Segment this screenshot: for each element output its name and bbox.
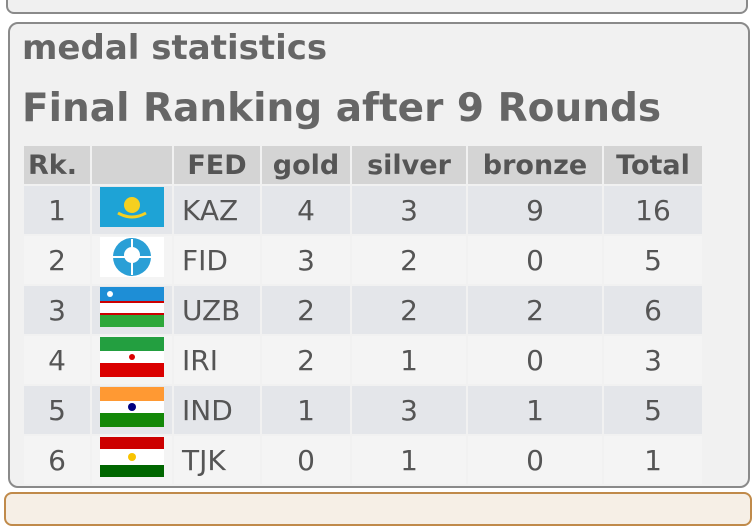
cell: 2 (262, 336, 350, 384)
cell: 0 (468, 236, 602, 284)
panel-title: medal statistics (22, 28, 328, 68)
cell: 1 (468, 386, 602, 434)
cell: 6 (604, 286, 702, 334)
cell: 0 (468, 436, 602, 484)
column-header: Rk. (24, 146, 90, 184)
header-row: Rk. FED gold silver bronze Total (24, 146, 702, 184)
flag-cell (92, 436, 172, 484)
flag (100, 286, 164, 327)
cell: 5 (604, 386, 702, 434)
previous-panel (6, 0, 748, 14)
cell: 1 (262, 386, 350, 434)
column-header: silver (352, 146, 466, 184)
flag (100, 386, 164, 427)
cell: FID (174, 236, 260, 284)
table-row: 5 IND 1 3 1 5 (24, 386, 702, 434)
flag-cell (92, 286, 172, 334)
column-header: bronze (468, 146, 602, 184)
flag-cell (92, 386, 172, 434)
cell: 3 (604, 336, 702, 384)
cell: 2 (24, 236, 90, 284)
cell: 2 (262, 286, 350, 334)
next-panel (4, 492, 752, 526)
cell: 16 (604, 186, 702, 234)
cell: 1 (24, 186, 90, 234)
flag (100, 236, 164, 277)
cell: 3 (262, 236, 350, 284)
cell: KAZ (174, 186, 260, 234)
flag-cell (92, 236, 172, 284)
cell: 3 (352, 386, 466, 434)
cell: 0 (262, 436, 350, 484)
panel-subtitle: Final Ranking after 9 Rounds (22, 86, 662, 131)
column-header: gold (262, 146, 350, 184)
column-header: FED (174, 146, 260, 184)
page: {"header": {"title": "medal statistics",… (4, 0, 752, 526)
flag (100, 336, 164, 377)
cell: 2 (468, 286, 602, 334)
flag-header (92, 146, 172, 184)
cell: TJK (174, 436, 260, 484)
table-row: 1 KAZ 4 3 9 16 (24, 186, 702, 234)
cell: 5 (24, 386, 90, 434)
cell: 3 (24, 286, 90, 334)
table-row: 2 FID 3 2 0 5 (24, 236, 702, 284)
cell: 5 (604, 236, 702, 284)
table-row: 6 TJK 0 1 0 1 (24, 436, 702, 484)
cell: UZB (174, 286, 260, 334)
cell: 1 (352, 336, 466, 384)
cell: 3 (352, 186, 466, 234)
flag-cell (92, 336, 172, 384)
cell: 1 (352, 436, 466, 484)
column-header: Total (604, 146, 702, 184)
cell: 4 (262, 186, 350, 234)
flag-cell (92, 186, 172, 234)
cell: 9 (468, 186, 602, 234)
table-row: 4 IRI 2 1 0 3 (24, 336, 702, 384)
cell: IND (174, 386, 260, 434)
cell: 6 (24, 436, 90, 484)
table-row: 3 UZB 2 2 2 6 (24, 286, 702, 334)
flag (100, 436, 164, 477)
cell: 1 (604, 436, 702, 484)
cell: 4 (24, 336, 90, 384)
cell: 2 (352, 236, 466, 284)
cell: 0 (468, 336, 602, 384)
cell: IRI (174, 336, 260, 384)
flag (100, 186, 164, 227)
medal-table: Rk. FED gold silver bronze Total 1 KAZ 4 3 9 16 2 FI… (22, 144, 704, 486)
medal-panel: medal statistics Final Ranking after 9 R… (8, 22, 750, 488)
cell: 2 (352, 286, 466, 334)
